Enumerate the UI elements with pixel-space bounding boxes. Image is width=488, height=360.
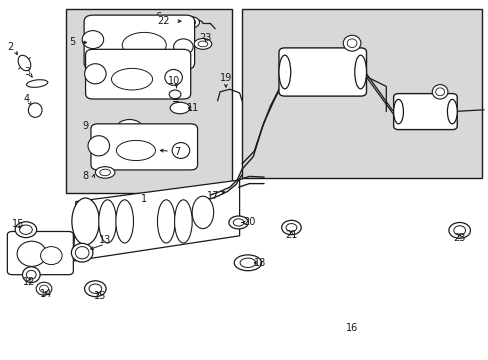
Text: 14: 14 <box>40 289 53 299</box>
Text: 11: 11 <box>186 103 199 113</box>
Ellipse shape <box>228 216 248 229</box>
Ellipse shape <box>75 247 89 259</box>
FancyBboxPatch shape <box>242 9 481 178</box>
Ellipse shape <box>95 167 115 178</box>
Text: 2: 2 <box>8 42 14 52</box>
Text: 12: 12 <box>23 276 36 287</box>
Ellipse shape <box>26 80 48 87</box>
Ellipse shape <box>447 99 456 124</box>
Text: 3: 3 <box>24 67 30 77</box>
Ellipse shape <box>172 143 189 158</box>
FancyBboxPatch shape <box>7 231 73 275</box>
Text: 5: 5 <box>69 37 75 48</box>
Ellipse shape <box>240 258 255 267</box>
Ellipse shape <box>99 200 116 243</box>
Ellipse shape <box>36 282 52 295</box>
Ellipse shape <box>198 41 207 47</box>
Ellipse shape <box>116 140 155 161</box>
Text: 21: 21 <box>285 230 297 240</box>
Ellipse shape <box>117 120 142 134</box>
FancyBboxPatch shape <box>84 15 194 69</box>
Ellipse shape <box>431 85 447 99</box>
Text: 9: 9 <box>82 121 88 131</box>
Ellipse shape <box>185 19 195 26</box>
Ellipse shape <box>453 226 465 235</box>
Text: 23: 23 <box>199 33 211 43</box>
Ellipse shape <box>182 17 199 28</box>
Text: 15: 15 <box>12 219 25 229</box>
Ellipse shape <box>40 285 48 292</box>
Ellipse shape <box>89 284 102 293</box>
Ellipse shape <box>18 55 31 71</box>
Ellipse shape <box>15 222 37 238</box>
FancyBboxPatch shape <box>91 124 197 170</box>
Polygon shape <box>73 180 239 261</box>
Ellipse shape <box>170 102 189 114</box>
Ellipse shape <box>111 68 152 90</box>
Text: 13: 13 <box>99 235 111 246</box>
Text: 16: 16 <box>345 323 358 333</box>
Ellipse shape <box>393 99 403 124</box>
Ellipse shape <box>354 55 366 89</box>
Text: 4: 4 <box>24 94 30 104</box>
Ellipse shape <box>132 125 146 134</box>
Text: 15: 15 <box>94 291 106 301</box>
Ellipse shape <box>448 222 469 238</box>
Ellipse shape <box>435 88 444 96</box>
Ellipse shape <box>88 136 109 156</box>
Ellipse shape <box>281 220 301 235</box>
Text: 17: 17 <box>206 191 219 201</box>
Ellipse shape <box>285 224 296 231</box>
Ellipse shape <box>116 200 133 243</box>
Ellipse shape <box>84 281 106 297</box>
Ellipse shape <box>192 196 213 229</box>
Text: 7: 7 <box>174 147 180 157</box>
Ellipse shape <box>157 200 175 243</box>
Text: 18: 18 <box>253 258 266 268</box>
Text: 10: 10 <box>167 76 180 86</box>
FancyBboxPatch shape <box>393 94 456 130</box>
Ellipse shape <box>22 267 40 283</box>
FancyBboxPatch shape <box>85 49 190 99</box>
Text: 20: 20 <box>243 217 255 228</box>
Ellipse shape <box>71 243 93 262</box>
Ellipse shape <box>26 270 36 279</box>
FancyBboxPatch shape <box>66 9 232 193</box>
Ellipse shape <box>20 225 32 234</box>
Ellipse shape <box>41 247 62 265</box>
Text: 8: 8 <box>82 171 88 181</box>
Ellipse shape <box>173 39 193 55</box>
Ellipse shape <box>84 64 106 84</box>
Ellipse shape <box>174 200 192 243</box>
Ellipse shape <box>169 90 181 99</box>
Ellipse shape <box>122 32 166 58</box>
Text: 19: 19 <box>219 73 232 84</box>
Ellipse shape <box>278 55 290 89</box>
Ellipse shape <box>233 219 244 226</box>
Ellipse shape <box>82 31 103 49</box>
Ellipse shape <box>17 241 46 266</box>
Ellipse shape <box>343 35 360 51</box>
Ellipse shape <box>234 255 261 271</box>
FancyBboxPatch shape <box>278 48 366 96</box>
Ellipse shape <box>346 39 356 48</box>
Ellipse shape <box>100 169 110 176</box>
Ellipse shape <box>164 69 182 85</box>
Ellipse shape <box>194 39 211 49</box>
Text: 23: 23 <box>452 233 465 243</box>
Text: 1: 1 <box>141 194 147 204</box>
Text: 6: 6 <box>156 12 162 22</box>
Ellipse shape <box>28 103 42 117</box>
Ellipse shape <box>72 198 99 245</box>
Text: 22: 22 <box>157 16 170 26</box>
